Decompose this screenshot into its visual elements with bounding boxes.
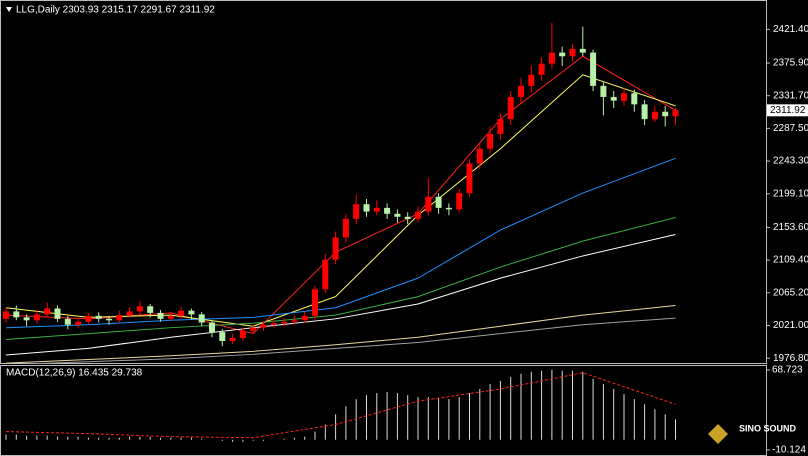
candle-body [662,111,669,117]
candle-body [95,315,102,319]
plot [3,22,679,364]
watermark-text: SINO SOUND [739,423,797,433]
candle-body [178,310,185,316]
candle-body [559,52,566,57]
candle-body [209,322,215,333]
candle-body [157,312,164,319]
y-tick-label: 2021.00 [773,320,808,331]
candle-body [373,207,380,212]
candle-body [116,315,123,321]
moving-average [10,317,676,364]
candle-body [610,96,617,101]
signal-line [5,372,676,439]
candle-body [590,52,597,86]
candle-body [435,196,442,208]
watermark: SINO SOUND [708,423,797,444]
y-tick-label: 2287.50 [773,123,808,134]
macd-title: MACD(12,26,9) 16.435 29.738 [6,368,143,379]
y-tick-label: 2065.20 [773,287,808,298]
candle-body [394,213,401,217]
candle-body [651,111,658,120]
moving-average [5,234,676,356]
candle-body [363,204,370,212]
moving-average [5,305,676,364]
candle-body [250,327,257,331]
candle-body [384,207,391,214]
candle-body [64,318,71,325]
candle-body [23,317,30,321]
y-tick-label: 2199.10 [773,188,808,199]
candle-body [136,306,143,312]
candle-body [167,315,174,319]
moving-average [5,157,676,329]
candle-body [353,204,360,219]
candle-body [621,93,627,101]
candle-body [600,85,607,97]
chart-title: LLG,Daily 2303.93 2315.17 2291.67 2311.9… [16,5,215,16]
candle-body [538,63,545,75]
price-frame [0,0,767,364]
candle-body [548,52,555,64]
candle-body [85,315,92,322]
candle-body [415,211,421,219]
candle-body [631,93,638,105]
candle-body [239,330,246,339]
candle-body [281,321,288,324]
y-tick-label: 2421.40 [773,24,808,35]
candle-body [579,48,586,53]
moving-average [5,74,676,327]
candle-body [44,308,51,315]
candle-body [487,133,494,149]
y-tick-label: 2243.30 [773,156,808,167]
candle-body [476,148,483,164]
candle-body [342,218,349,238]
candle-body [404,216,411,219]
candle-body [507,96,514,120]
price-tag [767,104,808,117]
candle-body [425,196,432,212]
candle-body [466,163,473,194]
candle-body [3,311,9,319]
candle-body [33,314,40,321]
candle-body [75,321,82,325]
menu-arrow [6,7,12,12]
candle-body [126,311,133,316]
candle-body [332,237,339,260]
candle-body [198,314,205,323]
candle-body [291,320,298,322]
candle-body [54,308,61,319]
candle-body [641,104,648,120]
candle-body [229,338,236,342]
candle-body [528,74,535,86]
candle-body [672,110,679,117]
candle-body [260,324,267,328]
candle-body [219,332,226,342]
y-tick-label: 2109.40 [773,255,808,266]
candle-body [456,193,463,210]
price-tag-label: 2311.92 [770,105,806,116]
moving-average [5,217,676,341]
y-tick-label: 1976.80 [773,353,808,364]
y-tick-label: 2153.60 [773,222,808,233]
candle-body [106,318,112,321]
candle-body [147,306,154,313]
candle-body [270,323,277,325]
candle-body [518,85,524,97]
y-tick-label: 2331.70 [773,90,808,101]
y-tick-label: 2375.90 [773,58,808,69]
candle-body [569,48,576,57]
candle-body [322,259,329,290]
y-tick-label: 68.723 [772,365,803,376]
candle-body [13,311,20,318]
candle-body [445,207,452,210]
y-tick-label: -10.124 [772,445,806,456]
candle-body [497,119,504,134]
candle-body [301,315,308,321]
plot [5,369,676,442]
candle-body [312,289,318,316]
candle-body [188,310,195,315]
